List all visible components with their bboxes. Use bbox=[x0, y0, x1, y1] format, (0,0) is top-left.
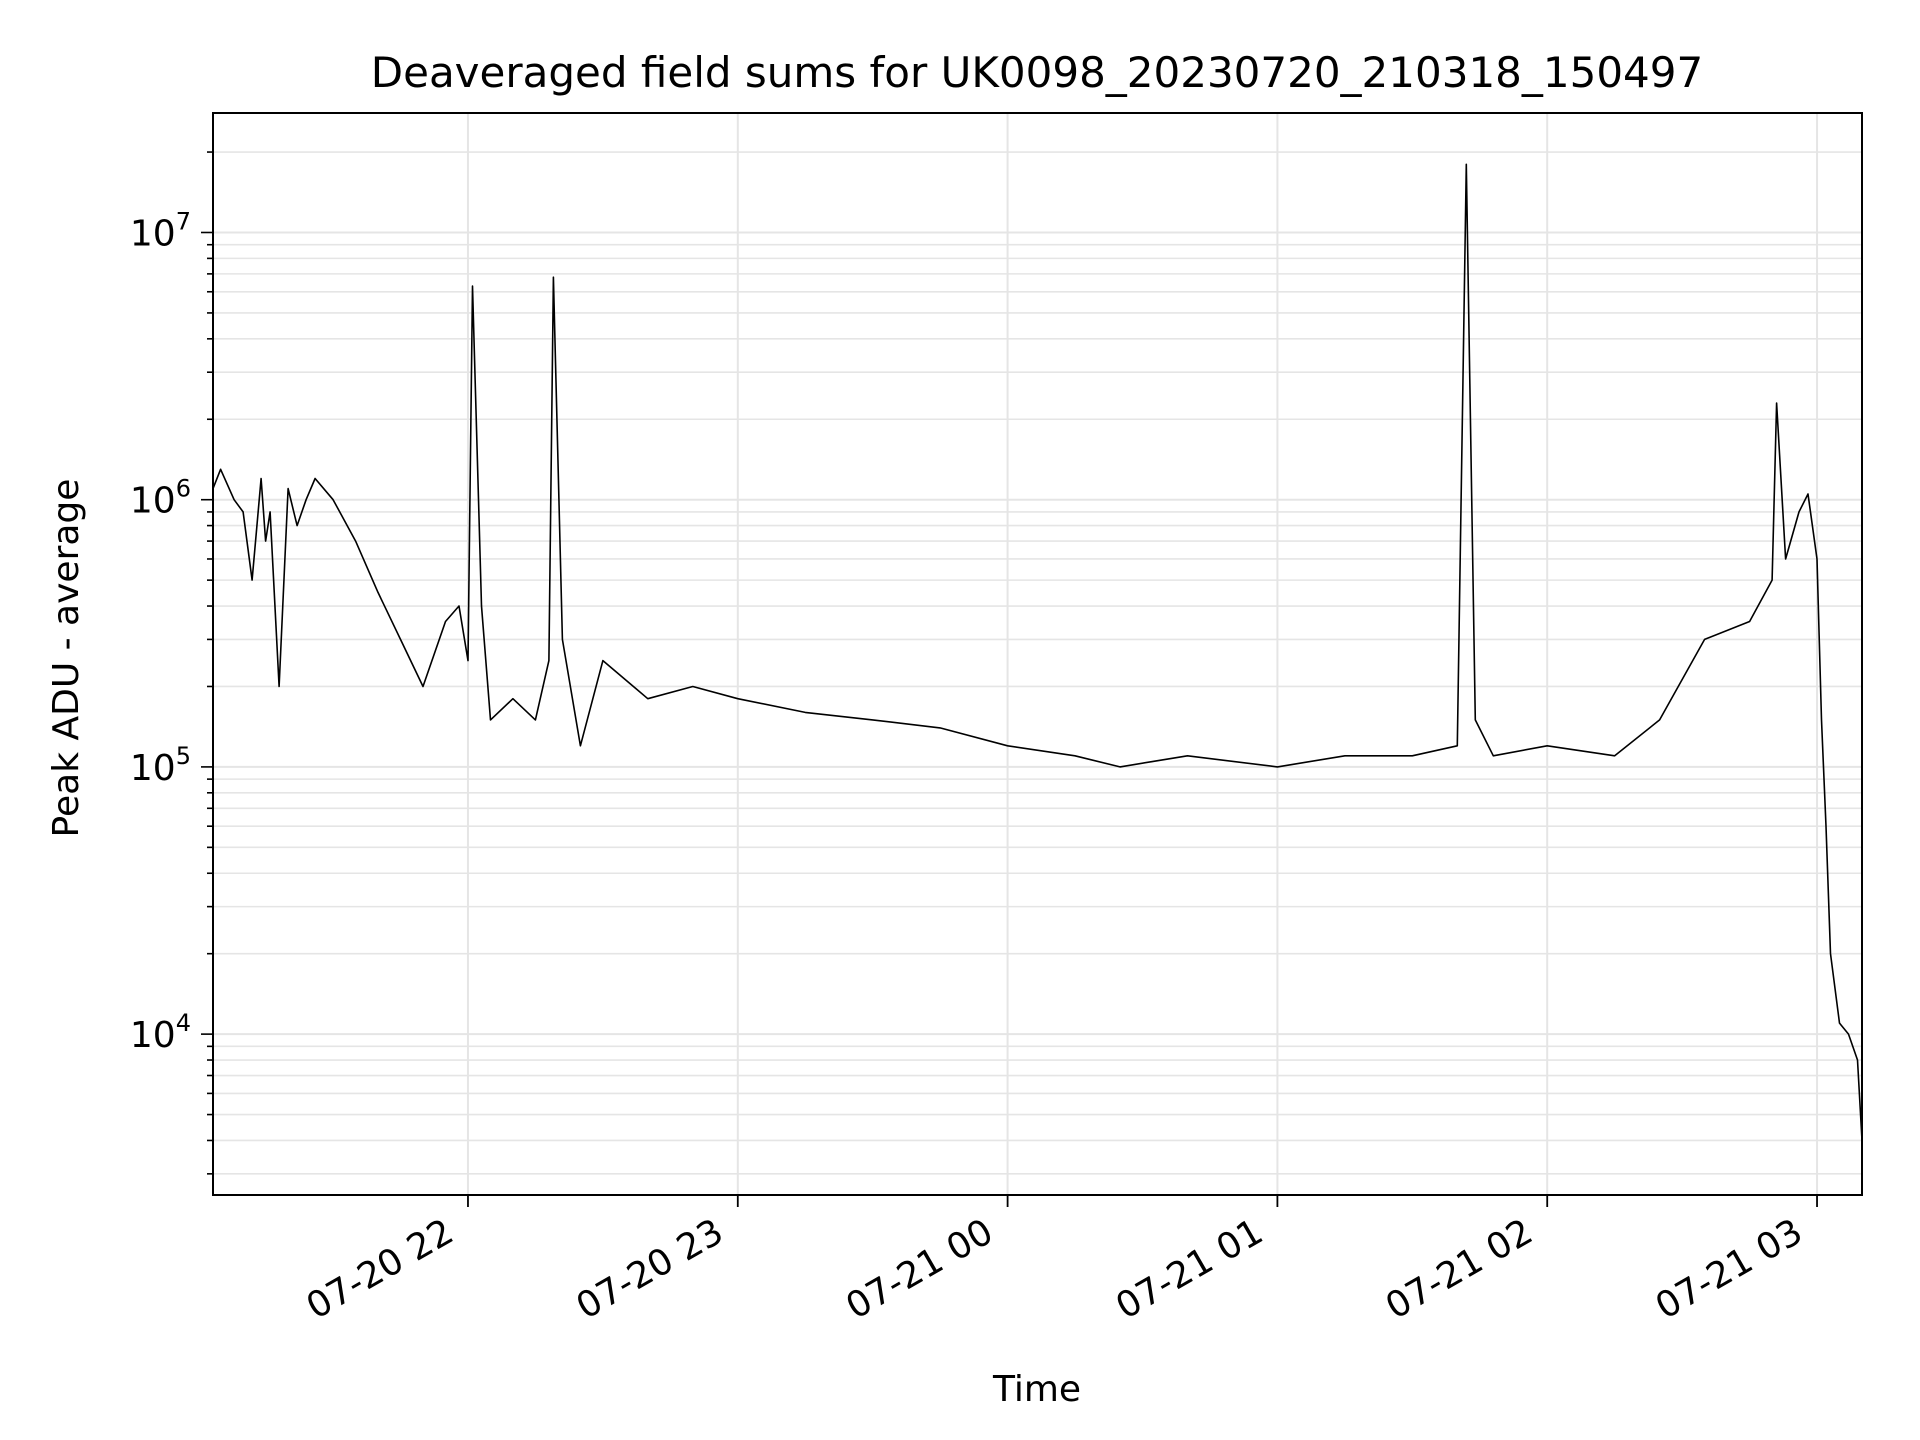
label-layer: Deaveraged field sums for UK0098_2023072… bbox=[46, 48, 1703, 1410]
series-line bbox=[212, 163, 1863, 1141]
chart-title: Deaveraged field sums for UK0098_2023072… bbox=[371, 48, 1703, 97]
y-tick-label: 106 bbox=[130, 475, 191, 522]
plot-frame bbox=[212, 112, 1863, 1196]
y-tick-label: 104 bbox=[130, 1009, 191, 1056]
y-axis-label: Peak ADU - average bbox=[46, 479, 87, 838]
line-layer bbox=[212, 163, 1863, 1141]
y-tick-label: 107 bbox=[130, 207, 191, 254]
grid-layer bbox=[213, 113, 1862, 1195]
x-axis-label: Time bbox=[992, 1369, 1081, 1410]
y-tick-label: 105 bbox=[130, 742, 191, 789]
